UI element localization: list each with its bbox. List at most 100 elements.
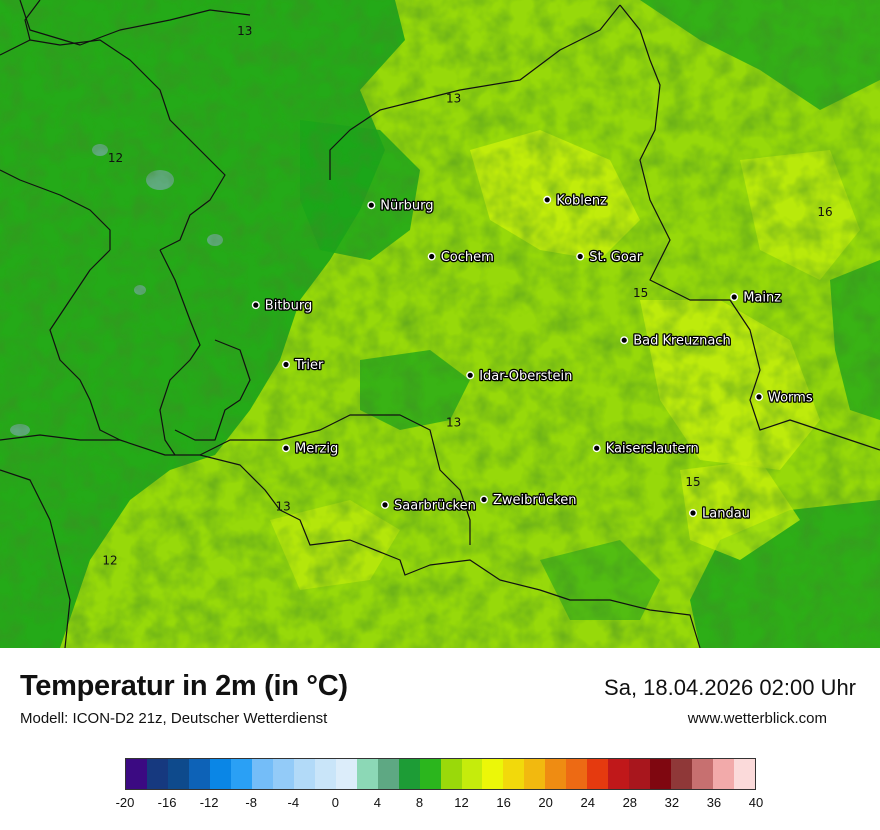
border-luxembourg [174,339,251,441]
color-swatch [545,759,567,789]
borders [0,0,880,648]
border-rlp-hesse [619,4,730,301]
color-swatch [587,759,609,789]
city-cochem: Cochem [427,249,495,266]
color-swatch [734,759,756,789]
city-dot [620,336,629,345]
isoline-label: 13 [276,499,291,513]
color-scale-tick: 40 [748,795,764,810]
city-label: Cochem [441,250,494,265]
border-southwest [0,469,71,648]
border-state-north [19,0,251,46]
border-be-de [0,39,226,251]
color-swatch [419,759,441,789]
color-swatch [314,759,336,789]
border-west-inner [0,169,111,250]
model-info: Modell: ICON-D2 21z, Deutscher Wetterdie… [20,710,328,727]
color-scale-tick: -16 [157,795,177,810]
city-label: Koblenz [556,193,607,208]
color-scale-tick: -8 [245,795,257,810]
color-swatch [209,759,231,789]
city-dot [543,195,552,204]
color-swatch [398,759,420,789]
isoline-label: 16 [817,205,832,219]
isoline-label: 13 [446,92,461,106]
color-swatch [251,759,273,789]
color-swatch [335,759,357,789]
city-st-goar: St. Goar [576,249,644,266]
city-label: Kaiserslautern [606,442,699,457]
city-label: Merzig [295,442,338,457]
color-swatch [356,759,378,789]
border-hesse-bw [729,299,880,451]
color-swatch [629,759,651,789]
city-dot [251,301,260,310]
city-bad-kreuznach: Bad Kreuznach [620,332,732,350]
city-dot [427,252,436,261]
city-label: Landau [702,507,750,522]
color-scale-tick: -20 [115,795,135,810]
city-dot [592,444,601,453]
border-fr-de [0,434,701,648]
border-nrw-rlp [329,4,621,180]
city-dot [755,392,764,401]
city-koblenz: Koblenz [543,192,608,210]
isoline-label: 13 [237,24,252,38]
color-swatch [293,759,315,789]
city-dot [367,201,376,210]
map-footer: Temperatur in 2m (in °C) Modell: ICON-D2… [0,648,880,830]
color-scale-tick: 0 [331,795,339,810]
color-swatch [188,759,210,789]
color-swatch [440,759,462,789]
isoline-label: 12 [108,151,123,165]
city-label: Zweibrücken [493,493,576,508]
border-lux-de [159,249,201,456]
color-swatch [524,759,546,789]
color-swatch [126,759,147,789]
isoline-label: 15 [633,286,648,300]
city-label: Mainz [743,291,781,306]
city-label: St. Goar [589,250,643,265]
color-swatch [566,759,588,789]
border-belgium-east [24,0,41,41]
color-scale-tick: 12 [454,795,469,810]
temperature-map-svg: 13 13 12 16 15 13 15 13 12 Nürburg Koblenz Cochem S… [0,0,880,648]
color-swatch [461,759,483,789]
city-trier: Trier [282,357,325,374]
city-label: Bitburg [265,299,313,314]
city-saarbr-cken: Saarbrücken [381,497,477,515]
map-title: Temperatur in 2m (in °C) [20,670,348,702]
isoline-label: 15 [685,475,700,489]
terrain-texture [0,0,880,648]
website-link[interactable]: www.wetterblick.com [687,710,827,727]
city-label: Worms [768,390,813,405]
forecast-datetime: Sa, 18.04.2026 02:00 Uhr [604,675,856,700]
color-swatch [230,759,252,789]
city-label: Idar-Oberstein [479,369,572,384]
color-swatch [650,759,672,789]
color-swatch [503,759,525,789]
color-scale-tick: 8 [415,795,424,810]
color-scale [125,758,756,790]
color-swatch [608,759,630,789]
color-swatch [671,759,693,789]
weather-map: 13 13 12 16 15 13 15 13 12 Nürburg Koblenz Cochem S… [0,0,880,648]
isoline-label: 13 [446,416,461,430]
city-dot [689,509,698,518]
color-scale-tick: 24 [580,795,595,810]
color-swatch [377,759,399,789]
city-dot [730,293,739,302]
city-bitburg: Bitburg [251,297,314,315]
color-swatch [146,759,168,789]
city-worms: Worms [755,389,814,407]
color-scale-tick: 16 [496,795,511,810]
city-idar-oberstein: Idar-Oberstein [466,367,574,385]
city-dot [282,444,291,453]
color-scale-tick: 28 [622,795,638,810]
color-scale-tick: 20 [538,795,553,810]
border-saar-rlp [199,414,471,545]
city-dot [576,252,585,261]
color-swatch [713,759,735,789]
city-kaiserslautern: Kaiserslautern [592,440,700,458]
color-scale-tick: 4 [373,795,382,810]
